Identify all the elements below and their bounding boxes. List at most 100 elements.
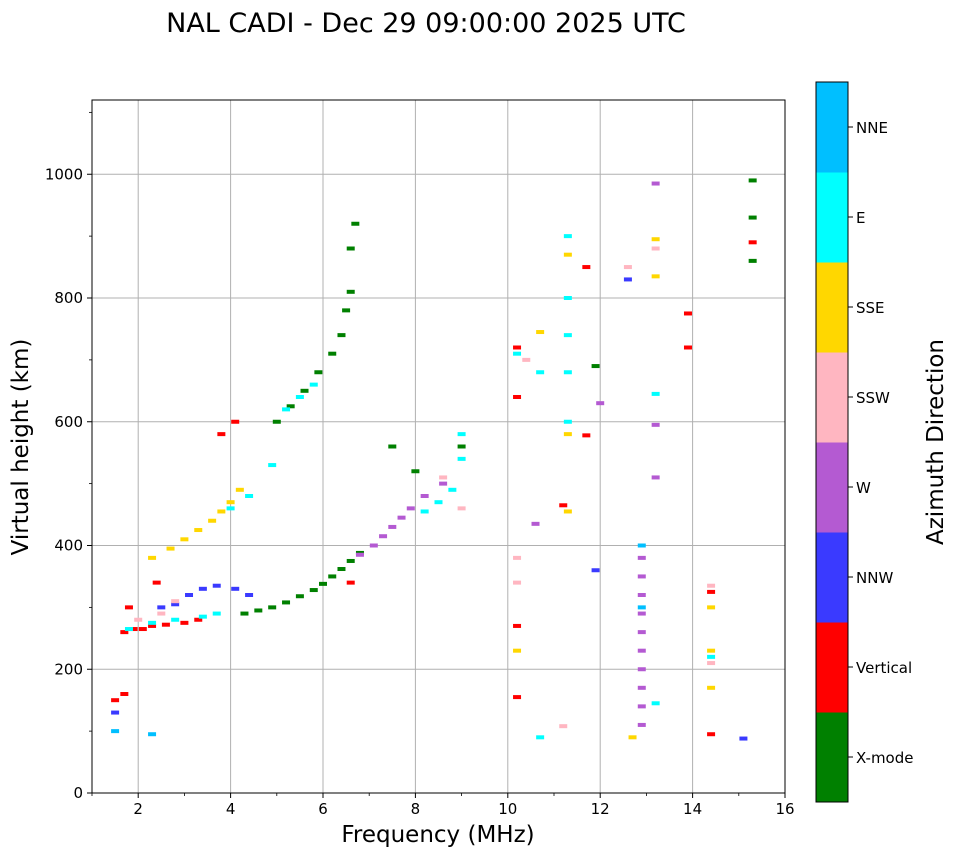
colorbar-tick-label: SSW: [856, 389, 890, 407]
colorbar-segment: [816, 172, 848, 263]
data-point: [300, 388, 309, 393]
data-point: [157, 605, 166, 610]
data-point: [563, 432, 572, 437]
data-point: [346, 558, 355, 563]
data-point: [286, 404, 295, 409]
data-point: [129, 627, 138, 632]
data-point: [559, 503, 568, 508]
data-point: [513, 345, 522, 350]
data-point: [134, 617, 143, 622]
data-point: [388, 524, 397, 529]
data-point: [212, 611, 221, 616]
data-point: [217, 509, 226, 514]
chart-title: NAL CADI - Dec 29 09:00:00 2025 UTC: [166, 8, 686, 39]
colorbar-segment: [816, 712, 848, 803]
data-point: [212, 583, 221, 588]
data-point: [707, 583, 716, 588]
series-sse: [148, 237, 716, 740]
y-tick-label: 0: [73, 784, 83, 802]
data-point: [138, 627, 147, 632]
data-point: [337, 567, 346, 572]
data-point: [111, 698, 120, 703]
data-point: [161, 622, 170, 627]
data-point: [563, 296, 572, 300]
data-point: [637, 605, 646, 610]
grid: [92, 100, 785, 793]
data-point: [683, 311, 692, 316]
data-point: [439, 481, 448, 486]
data-point: [536, 370, 545, 375]
series-nne: [111, 543, 646, 737]
data-point: [226, 500, 235, 505]
data-point: [748, 215, 757, 220]
colorbar-segment: [816, 442, 848, 533]
data-point: [707, 661, 716, 666]
x-tick-label: 6: [318, 800, 328, 818]
data-point: [171, 602, 180, 607]
data-point: [457, 456, 466, 461]
data-point: [439, 475, 448, 480]
data-point: [637, 574, 646, 579]
data-point: [198, 614, 207, 619]
x-tick-label: 4: [226, 800, 236, 818]
data-point: [194, 617, 203, 622]
data-point: [536, 330, 545, 335]
data-point: [582, 265, 591, 270]
data-point: [513, 351, 522, 356]
data-point: [637, 648, 646, 653]
data-point: [148, 623, 157, 628]
data-point: [268, 463, 277, 468]
data-point: [637, 685, 646, 690]
data-point: [166, 546, 175, 551]
data-point: [420, 509, 429, 514]
data-point: [513, 580, 522, 585]
data-point: [231, 419, 240, 424]
y-tick-label: 600: [54, 413, 83, 431]
data-point: [707, 605, 716, 610]
data-point: [707, 732, 716, 737]
data-point: [185, 593, 194, 597]
data-point: [328, 351, 337, 356]
data-point: [522, 357, 531, 362]
data-point: [328, 574, 337, 579]
data-point: [563, 370, 572, 375]
data-point: [282, 600, 291, 605]
data-point: [637, 611, 646, 616]
data-point: [707, 654, 716, 659]
data-point: [637, 593, 646, 597]
colorbar-segment: [816, 622, 848, 713]
data-point: [651, 274, 660, 279]
data-point: [226, 506, 235, 511]
series-vertical: [111, 240, 757, 737]
data-point: [406, 506, 415, 511]
data-point: [651, 237, 660, 242]
data-point: [342, 308, 351, 313]
data-point: [309, 588, 318, 593]
data-point: [651, 391, 660, 396]
data-point: [180, 620, 189, 625]
data-point: [295, 395, 304, 399]
data-point: [559, 724, 568, 729]
series-nnw: [111, 277, 748, 741]
colorbar-segment: [816, 262, 848, 353]
data-point: [198, 586, 207, 591]
data-point: [637, 704, 646, 709]
series-ssw: [134, 246, 716, 729]
data-point: [314, 370, 323, 375]
data-point: [513, 623, 522, 628]
colorbar-label: Azimuth Direction: [923, 339, 949, 545]
data-point: [651, 422, 660, 427]
data-point: [157, 611, 166, 616]
data-point: [457, 444, 466, 449]
data-point: [651, 701, 660, 706]
data-point: [240, 611, 249, 616]
data-point: [295, 594, 304, 599]
data-point: [563, 419, 572, 424]
colorbar-segment: [816, 82, 848, 173]
data-point: [563, 252, 572, 257]
x-tick-label: 12: [591, 800, 610, 818]
data-point: [651, 246, 660, 251]
colorbar-tick-label: X-mode: [856, 749, 913, 767]
data-point: [124, 605, 133, 610]
